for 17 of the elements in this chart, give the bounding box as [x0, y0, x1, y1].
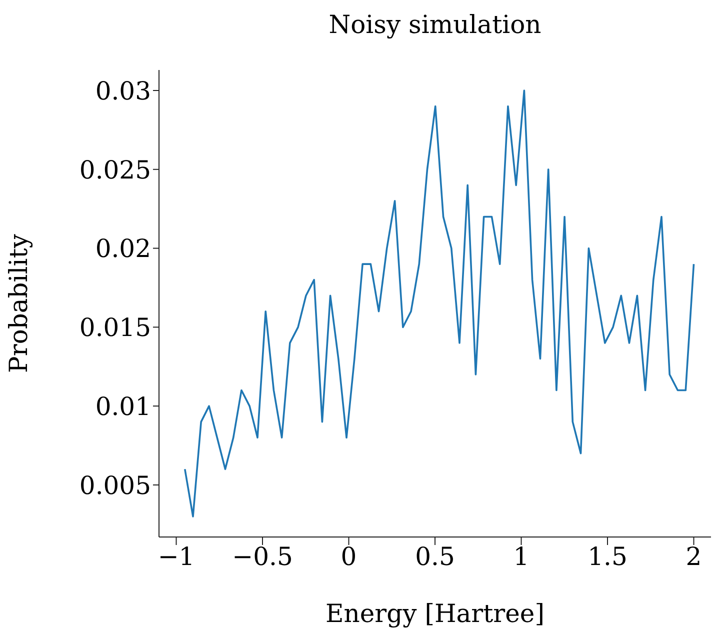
y-axis-title: Probability: [4, 233, 33, 373]
x-tick-label: 1: [513, 542, 530, 571]
y-tick-label: 0.01: [95, 392, 151, 421]
x-tick-label: 2: [686, 542, 702, 571]
x-tick-label: −0.5: [232, 542, 293, 571]
x-tick-label: 0: [340, 542, 357, 571]
y-tick-label: 0.03: [95, 76, 151, 106]
x-tick-label: 0.5: [415, 542, 455, 571]
line-series: [184, 90, 695, 518]
y-tick-label: 0.015: [79, 313, 151, 342]
x-tick-label: −1: [158, 542, 195, 571]
y-tick-label: 0.025: [79, 155, 151, 184]
chart-title: Noisy simulation: [328, 10, 542, 39]
y-tick-label: 0.02: [95, 234, 151, 264]
y-tick-label: 0.005: [79, 470, 151, 500]
x-tick-label: 1.5: [588, 542, 628, 571]
x-axis-title: Energy [Hartree]: [326, 599, 544, 628]
